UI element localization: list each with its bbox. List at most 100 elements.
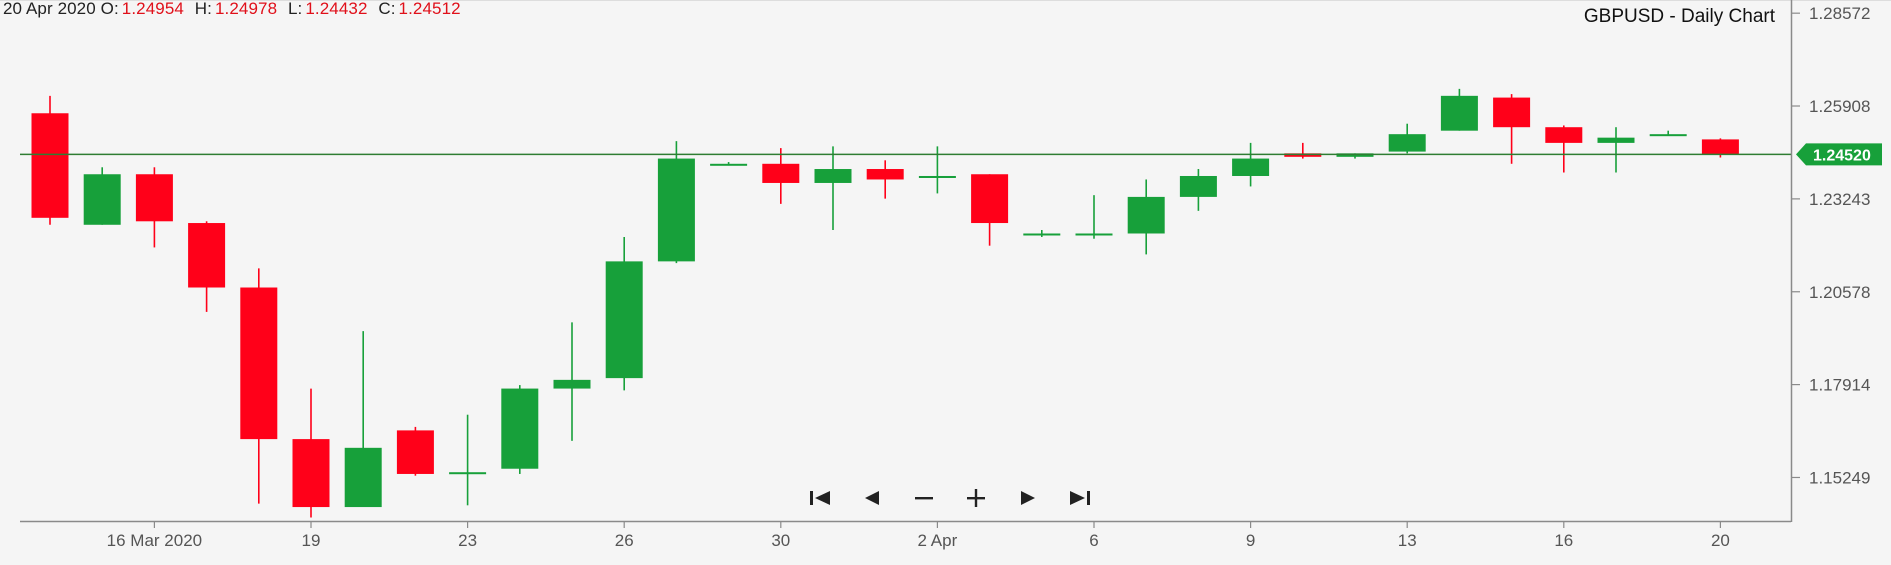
- chart-title: GBPUSD - Daily Chart: [1583, 6, 1775, 27]
- candle-body: [710, 163, 748, 166]
- candles[interactable]: [31, 88, 1739, 518]
- candle-body: [1649, 134, 1687, 137]
- candle[interactable]: [1545, 125, 1583, 173]
- close-label: C:: [378, 0, 396, 18]
- candle[interactable]: [1597, 127, 1635, 173]
- close-value: 1.24512: [398, 0, 461, 18]
- high-value: 1.24978: [214, 0, 278, 18]
- candle-body: [292, 439, 330, 508]
- candle[interactable]: [866, 160, 904, 199]
- candle[interactable]: [83, 167, 121, 225]
- candle[interactable]: [1127, 179, 1165, 255]
- x-tick-label: 16: [1554, 531, 1573, 550]
- candle[interactable]: [344, 331, 382, 508]
- candle[interactable]: [1649, 130, 1687, 137]
- candle[interactable]: [1284, 142, 1322, 159]
- candle[interactable]: [1023, 230, 1061, 237]
- chart-navigation: [805, 486, 1095, 510]
- candle[interactable]: [501, 385, 539, 474]
- x-axis: 16 Mar 2020 19 23 26 30 2 Apr 6 9 13 16 20: [107, 521, 1730, 550]
- x-tick-label: 6: [1089, 531, 1098, 550]
- candle-body: [240, 287, 278, 440]
- y-tick-label: 1.20578: [1809, 283, 1870, 302]
- last-icon: [1070, 491, 1090, 505]
- candle-body: [553, 379, 591, 389]
- y-tick-label: 1.23243: [1809, 190, 1870, 209]
- previous-icon: [865, 491, 879, 505]
- y-tick-label: 1.28572: [1809, 4, 1870, 23]
- candle-body: [1179, 175, 1217, 197]
- candle-body: [135, 174, 173, 222]
- x-tick-label: 23: [458, 531, 477, 550]
- open-label: O:: [100, 0, 119, 18]
- candle-body: [1127, 196, 1165, 234]
- candle[interactable]: [135, 167, 173, 248]
- last-button[interactable]: [1065, 486, 1095, 510]
- x-tick-label: 13: [1398, 531, 1417, 550]
- x-tick-label: 2 Apr: [918, 531, 958, 550]
- x-tick-label: 30: [771, 531, 790, 550]
- candle[interactable]: [762, 148, 800, 204]
- zoom-out-button[interactable]: [909, 486, 939, 510]
- candle-body: [866, 169, 904, 180]
- candle[interactable]: [449, 414, 487, 506]
- candle-body: [1493, 97, 1531, 128]
- candle-body: [1075, 233, 1113, 236]
- x-tick-label: 26: [615, 531, 634, 550]
- candle[interactable]: [31, 95, 69, 225]
- low-value: 1.24432: [305, 0, 368, 18]
- next-icon: [1021, 491, 1035, 505]
- open-value: 1.24954: [121, 0, 184, 18]
- current-price-tag: 1.24520: [1796, 143, 1882, 166]
- candle[interactable]: [710, 162, 748, 166]
- candle[interactable]: [1232, 142, 1270, 187]
- low-label: L:: [287, 0, 303, 18]
- candle[interactable]: [814, 146, 852, 231]
- candle[interactable]: [240, 268, 278, 504]
- header-date: 20 Apr 2020: [3, 0, 96, 18]
- zoom-in-icon: [967, 489, 985, 507]
- candle[interactable]: [188, 221, 226, 312]
- candle[interactable]: [396, 426, 434, 476]
- next-button[interactable]: [1013, 486, 1043, 510]
- candle-body: [1701, 139, 1739, 155]
- candle[interactable]: [1075, 195, 1113, 239]
- x-tick-label: 20: [1711, 531, 1730, 550]
- candle[interactable]: [657, 141, 695, 264]
- first-icon: [810, 491, 830, 505]
- price-tag-shape: [1796, 143, 1882, 166]
- candle[interactable]: [292, 388, 330, 518]
- candle-body: [1545, 127, 1583, 143]
- x-tick-label: 19: [302, 531, 321, 550]
- first-button[interactable]: [805, 486, 835, 510]
- candle-body: [188, 223, 226, 288]
- candle-body: [762, 163, 800, 183]
- candle[interactable]: [1440, 88, 1478, 131]
- candle-body: [1232, 158, 1270, 176]
- candle-body: [449, 472, 487, 475]
- y-tick-label: 1.25908: [1809, 97, 1870, 116]
- candle-body: [657, 158, 695, 262]
- candle-body: [918, 175, 956, 178]
- candle-body: [344, 447, 382, 508]
- candle-body: [396, 430, 434, 474]
- candle-body: [1440, 95, 1478, 131]
- candle[interactable]: [553, 322, 591, 441]
- y-tick-label: 1.17914: [1809, 376, 1870, 395]
- candle[interactable]: [1388, 123, 1426, 154]
- candle-body: [1023, 233, 1061, 236]
- zoom-in-button[interactable]: [961, 486, 991, 510]
- candle[interactable]: [918, 146, 956, 194]
- candle[interactable]: [971, 174, 1009, 246]
- candle[interactable]: [1179, 169, 1217, 211]
- candle[interactable]: [1493, 94, 1531, 164]
- y-tick-label: 1.15249: [1809, 468, 1870, 487]
- ohlc-header: 20 Apr 2020 O: 1.24954 H: 1.24978 L: 1.2443…: [3, 0, 467, 19]
- candle[interactable]: [605, 236, 643, 391]
- candle-body: [1388, 134, 1426, 152]
- previous-button[interactable]: [857, 486, 887, 510]
- candle-body: [501, 388, 539, 469]
- x-tick-label: 9: [1246, 531, 1255, 550]
